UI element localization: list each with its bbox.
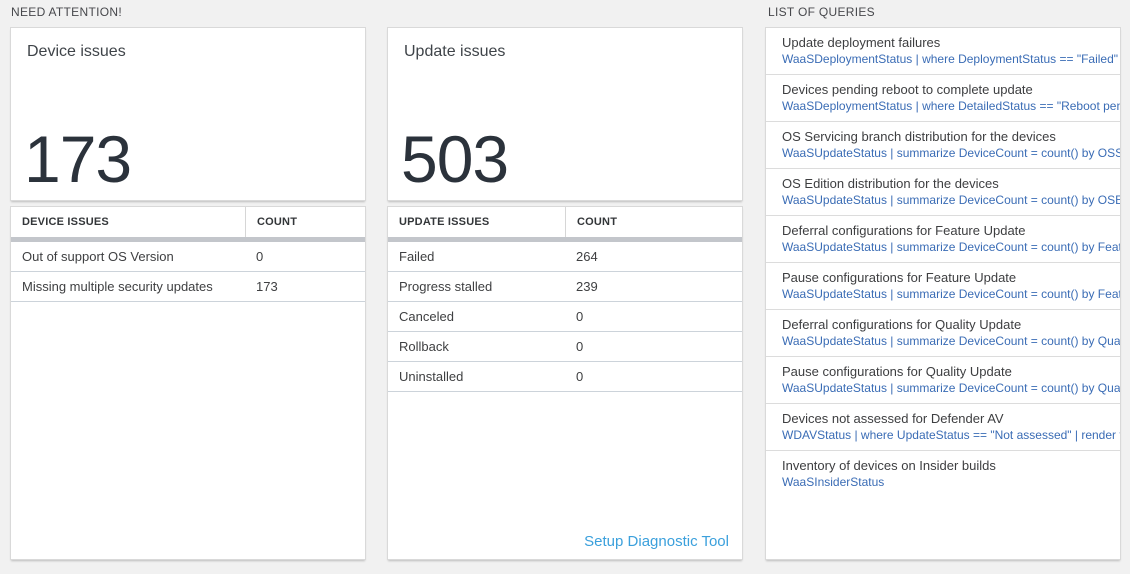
query-item[interactable]: Deferral configurations for Feature Upda…: [766, 216, 1120, 263]
issue-count: 0: [576, 339, 584, 354]
query-item[interactable]: Devices not assessed for Defender AV WDA…: [766, 404, 1120, 451]
issue-count: 264: [576, 249, 598, 264]
update-issues-table: UPDATE ISSUES COUNT Failed 264 Progress …: [387, 206, 743, 560]
table-row[interactable]: Canceled 0: [388, 302, 742, 332]
issue-count: 0: [256, 249, 264, 264]
update-issues-count: 503: [401, 122, 509, 196]
query-text-link[interactable]: WaaSUpdateStatus | summarize DeviceCount…: [782, 240, 1120, 254]
table-row[interactable]: Uninstalled 0: [388, 362, 742, 392]
query-item[interactable]: Pause configurations for Quality Update …: [766, 357, 1120, 404]
issue-count: 239: [576, 279, 598, 294]
query-text-link[interactable]: WDAVStatus | where UpdateStatus == "Not …: [782, 428, 1120, 442]
query-text-link[interactable]: WaaSInsiderStatus: [782, 475, 885, 489]
list-of-queries-header: LIST OF QUERIES: [768, 5, 875, 19]
issue-label: Canceled: [399, 309, 454, 324]
update-issues-tile[interactable]: Update issues 503: [387, 27, 743, 201]
query-item[interactable]: Deferral configurations for Quality Upda…: [766, 310, 1120, 357]
update-issues-title: Update issues: [404, 43, 506, 60]
issue-count: 173: [256, 279, 278, 294]
query-item[interactable]: Pause configurations for Feature Update …: [766, 263, 1120, 310]
query-item[interactable]: Update deployment failures WaaSDeploymen…: [766, 28, 1120, 75]
table-header-divider: [388, 237, 742, 242]
device-issues-table-header: DEVICE ISSUES COUNT: [11, 207, 365, 237]
issue-label: Progress stalled: [399, 279, 493, 294]
query-item[interactable]: Devices pending reboot to complete updat…: [766, 75, 1120, 122]
query-text-link[interactable]: WaaSUpdateStatus | summarize DeviceCount…: [782, 146, 1120, 160]
query-text-link[interactable]: WaaSDeploymentStatus | where DetailedSta…: [782, 99, 1120, 113]
query-title: Pause configurations for Feature Update: [782, 270, 1017, 285]
query-title: Devices pending reboot to complete updat…: [782, 82, 1033, 97]
count-column-header[interactable]: COUNT: [245, 207, 365, 237]
update-issues-column-header[interactable]: UPDATE ISSUES: [399, 216, 490, 228]
issue-label: Rollback: [399, 339, 449, 354]
need-attention-header: NEED ATTENTION!: [11, 5, 122, 19]
query-item[interactable]: OS Edition distribution for the devices …: [766, 169, 1120, 216]
query-text-link[interactable]: WaaSUpdateStatus | summarize DeviceCount…: [782, 334, 1120, 348]
device-issues-column-header[interactable]: DEVICE ISSUES: [22, 216, 109, 228]
table-row[interactable]: Missing multiple security updates 173: [11, 272, 365, 302]
query-item[interactable]: Inventory of devices on Insider builds W…: [766, 451, 1120, 498]
issue-count: 0: [576, 309, 584, 324]
issue-label: Out of support OS Version: [22, 249, 174, 264]
table-row[interactable]: Rollback 0: [388, 332, 742, 362]
issue-label: Uninstalled: [399, 369, 464, 384]
device-issues-tile[interactable]: Device issues 173: [10, 27, 366, 201]
query-text-link[interactable]: WaaSUpdateStatus | summarize DeviceCount…: [782, 193, 1120, 207]
setup-diagnostic-tool-link[interactable]: Setup Diagnostic Tool: [584, 533, 729, 550]
update-issues-table-header: UPDATE ISSUES COUNT: [388, 207, 742, 237]
query-title: Inventory of devices on Insider builds: [782, 458, 996, 473]
query-title: Deferral configurations for Feature Upda…: [782, 223, 1026, 238]
query-title: Deferral configurations for Quality Upda…: [782, 317, 1022, 332]
issue-count: 0: [576, 369, 584, 384]
query-text-link[interactable]: WaaSUpdateStatus | summarize DeviceCount…: [782, 381, 1120, 395]
device-issues-title: Device issues: [27, 43, 126, 60]
count-column-header[interactable]: COUNT: [565, 207, 742, 237]
table-row[interactable]: Failed 264: [388, 242, 742, 272]
query-title: Devices not assessed for Defender AV: [782, 411, 1004, 426]
table-header-divider: [11, 237, 365, 242]
query-title: Update deployment failures: [782, 35, 941, 50]
query-title: Pause configurations for Quality Update: [782, 364, 1012, 379]
query-text-link[interactable]: WaaSUpdateStatus | summarize DeviceCount…: [782, 287, 1120, 301]
device-issues-count: 173: [24, 122, 132, 196]
list-of-queries-panel: Update deployment failures WaaSDeploymen…: [765, 27, 1121, 560]
query-text-link[interactable]: WaaSDeploymentStatus | where DeploymentS…: [782, 52, 1120, 66]
query-title: OS Servicing branch distribution for the…: [782, 129, 1056, 144]
query-item[interactable]: OS Servicing branch distribution for the…: [766, 122, 1120, 169]
issue-label: Failed: [399, 249, 435, 264]
table-row[interactable]: Progress stalled 239: [388, 272, 742, 302]
issue-label: Missing multiple security updates: [22, 279, 213, 294]
query-title: OS Edition distribution for the devices: [782, 176, 999, 191]
table-row[interactable]: Out of support OS Version 0: [11, 242, 365, 272]
device-issues-table: DEVICE ISSUES COUNT Out of support OS Ve…: [10, 206, 366, 560]
